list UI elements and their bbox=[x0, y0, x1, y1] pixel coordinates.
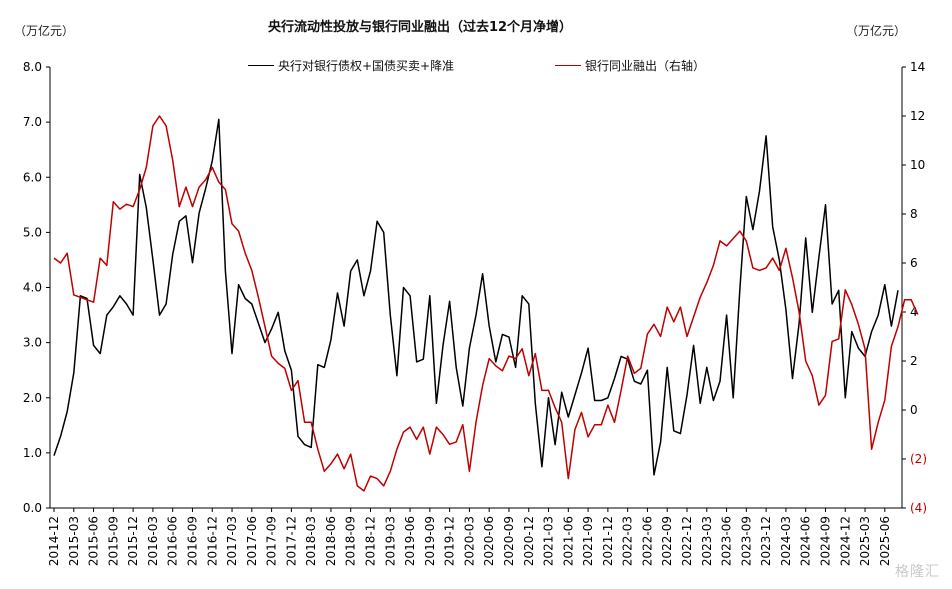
left-tick-label: 7.0 bbox=[23, 115, 42, 129]
x-tick-label: 2024-12 bbox=[838, 516, 852, 566]
x-tick-label: 2023-03 bbox=[700, 516, 714, 566]
right-tick-label: 12 bbox=[910, 109, 925, 123]
x-tick-label: 2022-09 bbox=[660, 516, 674, 566]
legend-swatch-red bbox=[555, 65, 581, 66]
x-tick-label: 2024-06 bbox=[799, 516, 813, 566]
x-tick-label: 2021-03 bbox=[542, 516, 556, 566]
x-tick-label: 2019-09 bbox=[423, 516, 437, 566]
x-tick-label: 2021-12 bbox=[601, 516, 615, 566]
right-tick-label: 0 bbox=[910, 403, 918, 417]
right-tick-label: 8 bbox=[910, 207, 918, 221]
left-axis-unit: （万亿元） bbox=[14, 24, 75, 38]
legend-swatch-black bbox=[248, 65, 274, 66]
x-tick-label: 2025-06 bbox=[878, 516, 892, 566]
left-tick-label: 4.0 bbox=[23, 281, 42, 295]
x-tick-label: 2016-09 bbox=[185, 516, 199, 566]
legend-label-red: 银行同业融出（右轴） bbox=[585, 59, 706, 73]
legend-item-red: 银行同业融出（右轴） bbox=[555, 57, 705, 74]
right-tick-label: 14 bbox=[910, 60, 925, 74]
x-tick-label: 2018-06 bbox=[324, 516, 338, 566]
x-tick-label: 2015-12 bbox=[126, 516, 140, 566]
legend-item-black: 央行对银行债权+国债买卖+降准 bbox=[248, 57, 454, 74]
watermark-logo: 格隆汇 bbox=[895, 564, 940, 580]
x-tick-label: 2020-12 bbox=[522, 516, 536, 566]
series-line-black bbox=[53, 118, 899, 476]
x-tick-label: 2023-06 bbox=[720, 516, 734, 566]
left-tick-label: 8.0 bbox=[23, 60, 42, 74]
x-tick-label: 2015-06 bbox=[87, 516, 101, 566]
series-line-red bbox=[53, 115, 919, 492]
x-tick-label: 2021-09 bbox=[581, 516, 595, 566]
chart-title: 央行流动性投放与银行同业融出（过去12个月净增） bbox=[267, 20, 573, 35]
x-tick-label: 2018-03 bbox=[304, 516, 318, 566]
x-tick-label: 2022-03 bbox=[621, 516, 635, 566]
x-tick-label: 2019-03 bbox=[383, 516, 397, 566]
x-tick-label: 2016-12 bbox=[205, 516, 219, 566]
x-tick-label: 2022-06 bbox=[640, 516, 654, 566]
x-tick-label: 2017-09 bbox=[265, 516, 279, 566]
x-tick-label: 2024-03 bbox=[779, 516, 793, 566]
x-tick-label: 2015-09 bbox=[106, 516, 120, 566]
right-tick-label: (2) bbox=[910, 452, 927, 466]
legend-label-black: 央行对银行债权+国债买卖+降准 bbox=[278, 59, 455, 73]
x-tick-label: 2020-06 bbox=[482, 516, 496, 566]
x-tick-label: 2021-06 bbox=[561, 516, 575, 566]
left-tick-label: 2.0 bbox=[23, 391, 42, 405]
x-tick-label: 2019-06 bbox=[403, 516, 417, 566]
right-tick-label: 10 bbox=[910, 158, 925, 172]
x-tick-label: 2024-09 bbox=[818, 516, 832, 566]
x-tick-label: 2020-09 bbox=[502, 516, 516, 566]
right-tick-label: 4 bbox=[910, 305, 918, 319]
x-tick-label: 2022-12 bbox=[680, 516, 694, 566]
x-tick-label: 2016-06 bbox=[166, 516, 180, 566]
x-tick-label: 2017-06 bbox=[245, 516, 259, 566]
left-tick-label: 1.0 bbox=[23, 446, 42, 460]
x-tick-label: 2017-03 bbox=[225, 516, 239, 566]
x-tick-label: 2025-03 bbox=[858, 516, 872, 566]
x-tick-label: 2019-12 bbox=[443, 516, 457, 566]
right-axis-unit: （万亿元） bbox=[846, 24, 907, 38]
left-tick-label: 6.0 bbox=[23, 170, 42, 184]
x-tick-label: 2023-09 bbox=[739, 516, 753, 566]
left-tick-label: 3.0 bbox=[23, 336, 42, 350]
right-tick-label: 2 bbox=[910, 354, 918, 368]
x-tick-label: 2014-12 bbox=[47, 516, 61, 566]
x-tick-label: 2020-03 bbox=[462, 516, 476, 566]
x-tick-label: 2023-12 bbox=[759, 516, 773, 566]
left-tick-label: 5.0 bbox=[23, 225, 42, 239]
right-tick-label: (4) bbox=[910, 501, 927, 515]
right-tick-label: 6 bbox=[910, 256, 918, 270]
left-tick-label: 0.0 bbox=[23, 501, 42, 515]
x-tick-label: 2016-03 bbox=[146, 516, 160, 566]
x-tick-label: 2018-12 bbox=[364, 516, 378, 566]
x-tick-label: 2015-03 bbox=[67, 516, 81, 566]
x-tick-label: 2017-12 bbox=[284, 516, 298, 566]
x-tick-label: 2018-09 bbox=[344, 516, 358, 566]
